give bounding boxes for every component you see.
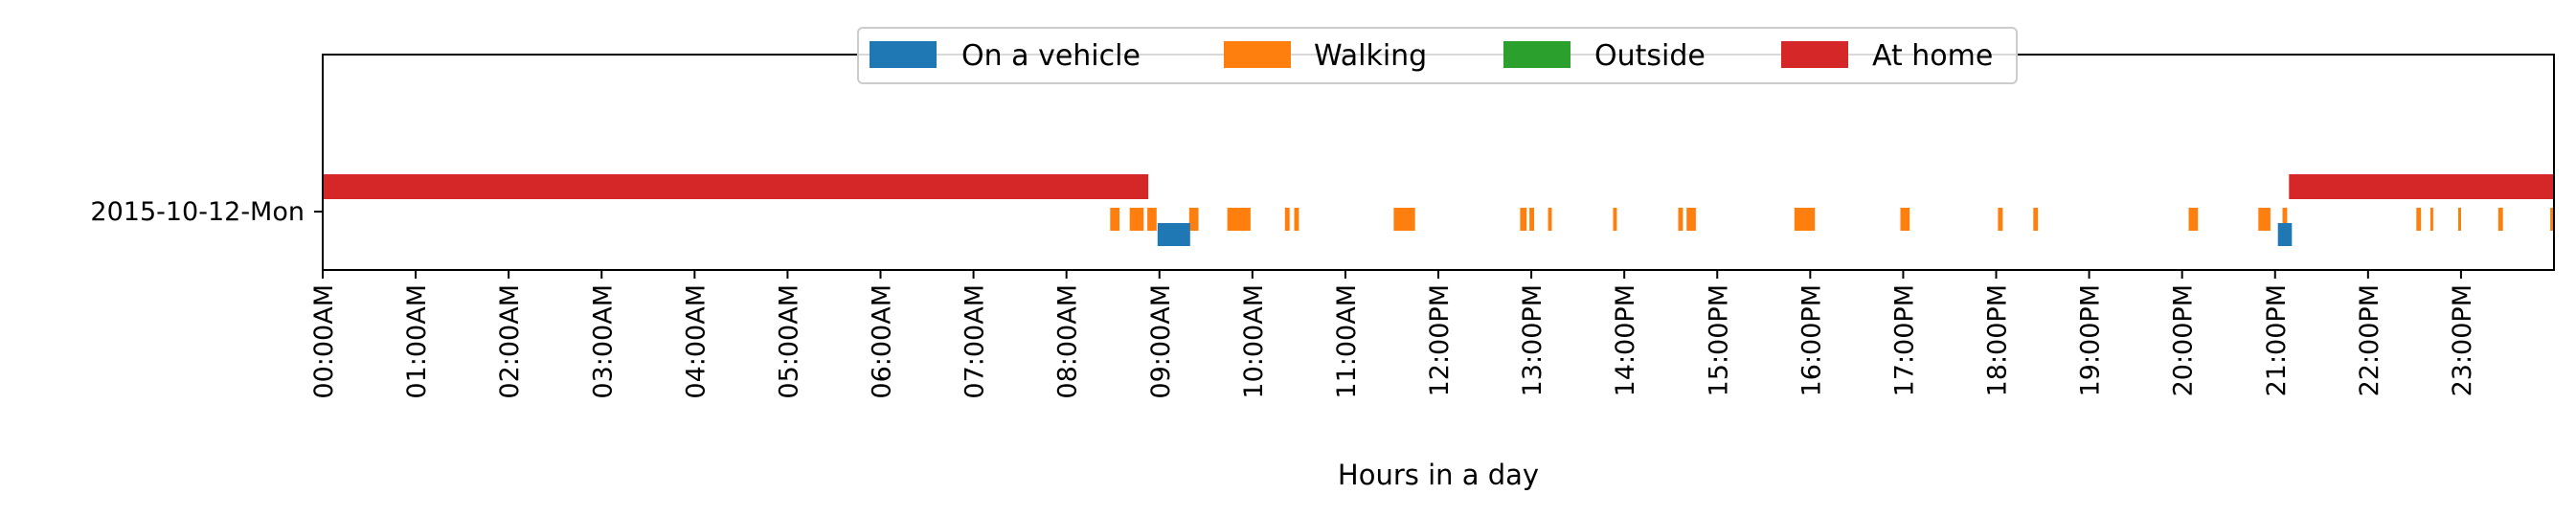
legend-label-home: At home xyxy=(1872,39,1993,73)
walking-segment-19 xyxy=(2258,208,2271,231)
legend-swatch-walking xyxy=(1224,41,1291,68)
walking-segment-12 xyxy=(1678,208,1683,231)
walking-segment-15 xyxy=(1900,208,1910,231)
x-tick-label-22: 22:00PM xyxy=(2355,284,2384,396)
x-tick-label-13: 13:00PM xyxy=(1518,284,1548,396)
legend-label-walking: Walking xyxy=(1314,39,1427,73)
x-tick-label-6: 06:00AM xyxy=(868,284,897,399)
x-tick-label-20: 20:00PM xyxy=(2169,284,2199,396)
walking-segment-9 xyxy=(1529,208,1534,231)
walking-segment-21 xyxy=(2416,208,2422,231)
x-tick-label-17: 17:00PM xyxy=(1889,284,1919,396)
walking-segment-24 xyxy=(2497,208,2503,231)
legend: On a vehicle Walking Outside At home xyxy=(857,27,2018,84)
walking-segment-8 xyxy=(1520,208,1527,231)
x-tick-label-5: 05:00AM xyxy=(774,284,803,399)
x-tick-label-3: 03:00AM xyxy=(588,284,618,399)
y-axis: 2015-10-12-Mon xyxy=(90,197,323,227)
walking-segment-13 xyxy=(1686,208,1696,231)
activity-marks xyxy=(323,174,2554,246)
x-axis-title: Hours in a day xyxy=(1338,459,1539,491)
x-tick-label-21: 21:00PM xyxy=(2262,284,2292,396)
x-tick-label-16: 16:00PM xyxy=(1796,284,1826,396)
x-tick-label-4: 04:00AM xyxy=(681,284,711,399)
x-tick-label-1: 01:00AM xyxy=(402,284,432,399)
walking-segment-4 xyxy=(1227,208,1251,231)
walking-segment-11 xyxy=(1613,208,1617,231)
walking-segment-16 xyxy=(1998,208,2003,231)
walking-segment-0 xyxy=(1110,208,1119,231)
legend-swatch-vehicle xyxy=(870,41,937,68)
y-tick-label-0: 2015-10-12-Mon xyxy=(90,197,305,227)
x-tick-label-9: 09:00AM xyxy=(1146,284,1176,399)
x-tick-label-12: 12:00PM xyxy=(1425,284,1455,396)
walking-segment-20 xyxy=(2282,208,2288,231)
x-tick-label-11: 11:00AM xyxy=(1332,284,1362,399)
walking-segment-5 xyxy=(1284,208,1290,231)
x-axis: 00:00AM 01:00AM 02:00AM 03:00AM 04:00AM 05:00… xyxy=(309,270,2477,399)
walking-segment-25 xyxy=(2550,208,2554,231)
walking-segment-10 xyxy=(1548,208,1552,231)
walking-segment-23 xyxy=(2458,208,2461,231)
walking-segment-14 xyxy=(1794,208,1816,231)
walking-segment-17 xyxy=(2033,208,2039,231)
walking-segment-1 xyxy=(1129,208,1144,231)
x-tick-label-7: 07:00AM xyxy=(960,284,990,399)
legend-label-outside: Outside xyxy=(1594,39,1706,73)
legend-swatch-outside xyxy=(1503,41,1570,68)
x-tick-label-14: 14:00PM xyxy=(1611,284,1640,396)
walking-segment-2 xyxy=(1147,208,1157,231)
home-segment-1 xyxy=(2289,174,2554,199)
walking-segment-3 xyxy=(1188,208,1199,231)
vehicle-segment-0 xyxy=(1157,223,1190,246)
x-tick-label-2: 02:00AM xyxy=(495,284,525,399)
x-tick-label-18: 18:00PM xyxy=(1983,284,2013,396)
x-tick-label-8: 08:00AM xyxy=(1053,284,1083,399)
x-tick-label-15: 15:00PM xyxy=(1704,284,1733,396)
walking-segment-18 xyxy=(2188,208,2199,231)
x-tick-label-19: 19:00PM xyxy=(2076,284,2106,396)
x-tick-label-0: 00:00AM xyxy=(309,284,339,399)
axes-frame xyxy=(322,54,2555,271)
legend-swatch-home xyxy=(1781,41,1848,68)
x-tick-label-10: 10:00AM xyxy=(1239,284,1269,399)
walking-segment-22 xyxy=(2429,208,2433,231)
walking-segment-7 xyxy=(1393,208,1415,231)
legend-box xyxy=(857,27,2018,84)
legend-label-vehicle: On a vehicle xyxy=(961,39,1141,73)
x-tick-label-23: 23:00PM xyxy=(2448,284,2477,396)
home-segment-0 xyxy=(323,174,1149,199)
walking-segment-6 xyxy=(1294,208,1299,231)
vehicle-segment-1 xyxy=(2277,223,2293,246)
